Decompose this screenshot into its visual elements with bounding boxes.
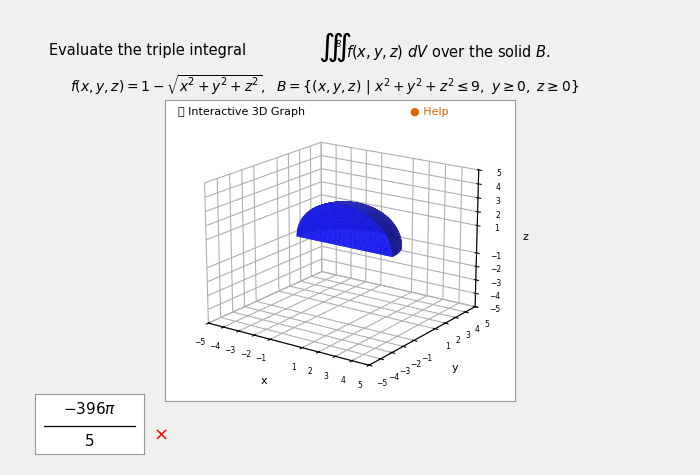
Text: $\iiint$: $\iiint$ xyxy=(318,31,352,64)
Text: $5$: $5$ xyxy=(84,433,95,448)
X-axis label: x: x xyxy=(260,376,267,386)
Text: 🔗 Interactive 3D Graph: 🔗 Interactive 3D Graph xyxy=(178,107,306,117)
Text: $f(x, y, z)\ dV$ over the solid $B.$: $f(x, y, z)\ dV$ over the solid $B.$ xyxy=(346,43,552,62)
Text: $f(x, y, z) = 1 - \sqrt{x^2 + y^2 + z^2}$$,\ \ B = \{(x, y, z)\ |\ x^2 + y^2 + z: $f(x, y, z) = 1 - \sqrt{x^2 + y^2 + z^2}… xyxy=(70,74,579,97)
Text: Evaluate the triple integral: Evaluate the triple integral xyxy=(49,43,246,58)
Y-axis label: y: y xyxy=(452,363,458,373)
Text: $-396\pi$: $-396\pi$ xyxy=(62,401,116,417)
Text: ● Help: ● Help xyxy=(410,107,448,117)
Text: $\times$: $\times$ xyxy=(153,426,167,444)
Text: $_B$: $_B$ xyxy=(335,39,342,51)
